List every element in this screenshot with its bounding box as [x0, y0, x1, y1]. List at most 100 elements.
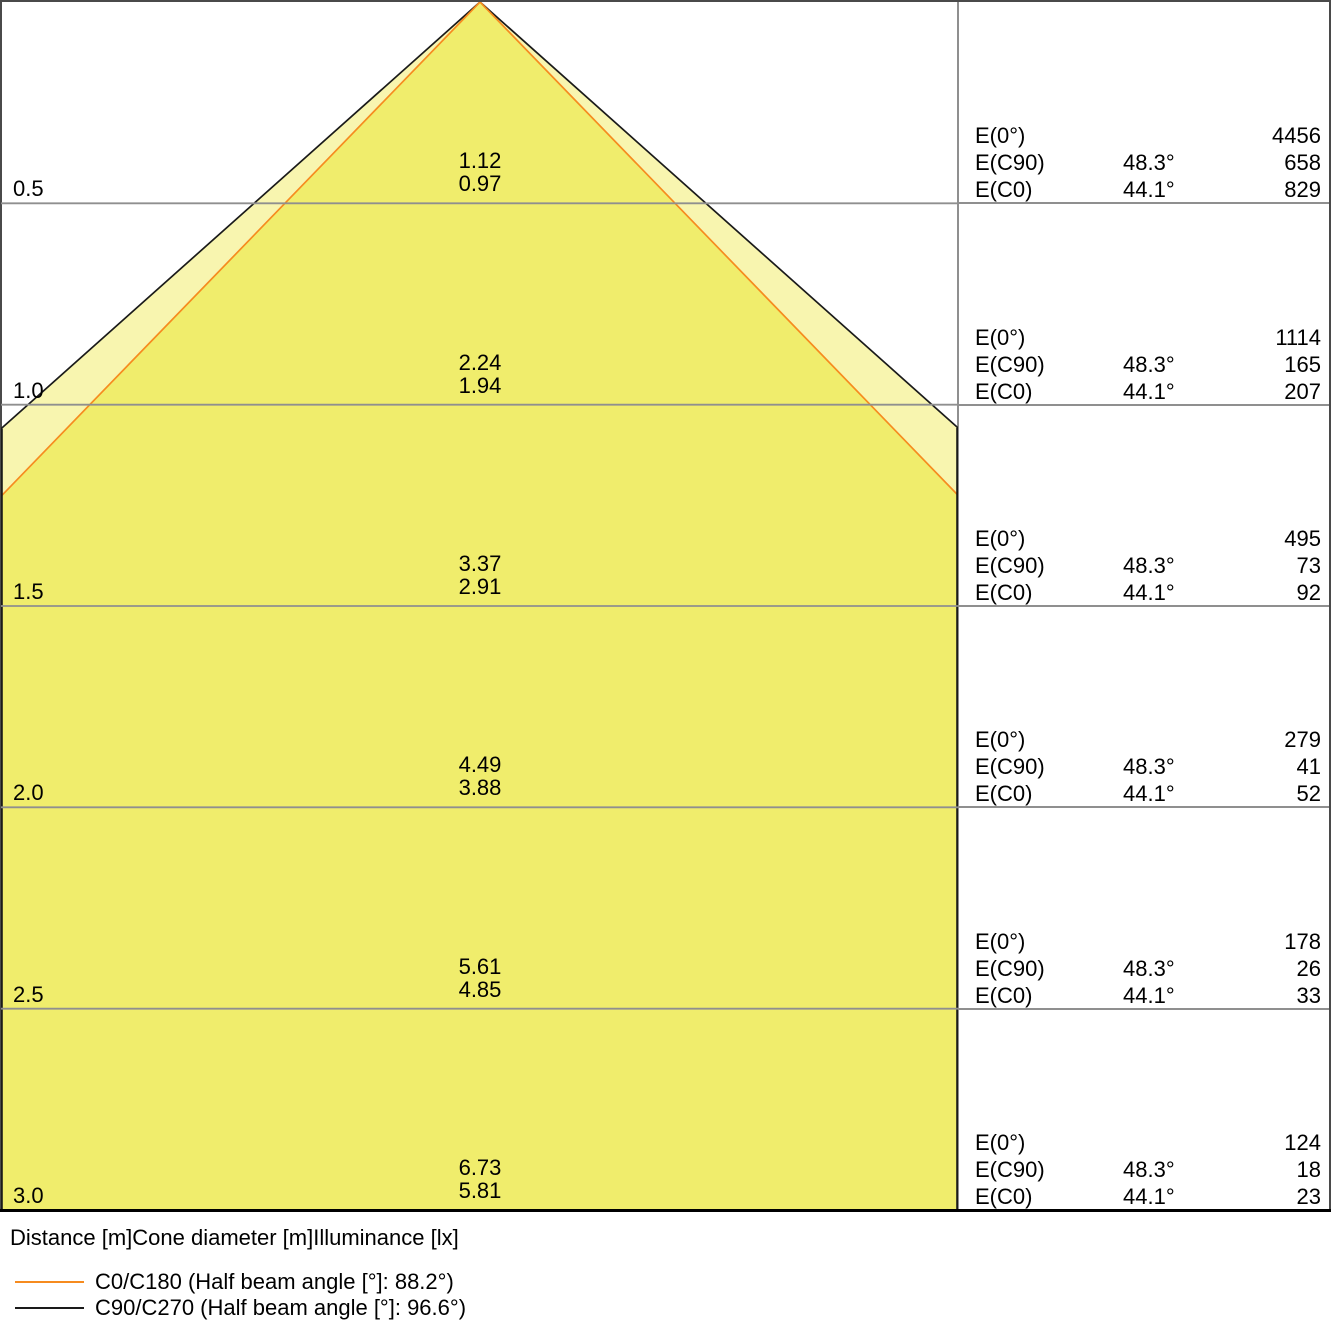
cone-diameter-c90: 3.37: [458, 551, 502, 576]
axis-caption: Distance [m]Cone diameter [m]Illuminance…: [10, 1225, 459, 1250]
illuminance-label: E(0°): [975, 526, 1026, 551]
beam-angle-value: 44.1°: [1123, 1184, 1175, 1209]
illuminance-value: 92: [1296, 580, 1321, 605]
illuminance-value: 178: [1284, 929, 1321, 954]
cone-diameter-c90: 1.12: [458, 148, 502, 173]
beam-angle-value: 44.1°: [1123, 379, 1175, 404]
e0-row: E(0°) 178: [975, 928, 1321, 955]
gridline-right-segment: [958, 202, 1330, 204]
ec90-row: E(C90) 48.3° 26: [975, 955, 1321, 982]
illuminance-label: E(C90): [975, 1157, 1045, 1182]
e0-row: E(0°) 124: [975, 1129, 1321, 1156]
legend-item-c0: C0/C180 (Half beam angle [°]: 88.2°): [15, 1269, 466, 1294]
illuminance-label: E(C0): [975, 781, 1033, 806]
cone-diameter-c90: 4.49: [458, 752, 502, 777]
ec90-row: E(C90) 48.3° 658: [975, 149, 1321, 176]
distance-label: 3.0: [13, 1183, 44, 1208]
ec90-row: E(C90) 48.3° 18: [975, 1156, 1321, 1183]
beam-angle-value: 48.3°: [1123, 553, 1175, 578]
ec0-row: E(C0) 44.1° 52: [975, 780, 1321, 807]
illuminance-label: E(0°): [975, 1130, 1026, 1155]
gridline-right-segment: [958, 1008, 1330, 1010]
illuminance-block: E(0°) 1114 E(C90) 48.3° 165 E(C0) 44.1° 207: [975, 324, 1321, 405]
gridline-right-segment: [958, 605, 1330, 607]
illuminance-block: E(0°) 495 E(C90) 48.3° 73 E(C0) 44.1° 92: [975, 525, 1321, 606]
illuminance-value: 495: [1284, 526, 1321, 551]
frame-right-border: [1329, 0, 1331, 1211]
legend: C0/C180 (Half beam angle [°]: 88.2°) C90/…: [15, 1269, 467, 1322]
cone-diameter-label: 4.49 3.88: [410, 753, 550, 799]
illuminance-label: E(C90): [975, 956, 1045, 981]
illuminance-value: 279: [1284, 727, 1321, 752]
legend-line-swatch: [15, 1307, 84, 1309]
cone-plot: [1, 0, 958, 1210]
legend-item-c90: C90/C270 (Half beam angle [°]: 96.6°): [15, 1295, 467, 1320]
beam-angle-value: 48.3°: [1123, 754, 1175, 779]
illuminance-label: E(C90): [975, 553, 1045, 578]
illuminance-label: E(C0): [975, 580, 1033, 605]
legend-line-swatch: [15, 1281, 84, 1283]
cone-diameter-label: 5.61 4.85: [410, 955, 550, 1001]
illuminance-block: E(0°) 279 E(C90) 48.3° 41 E(C0) 44.1° 52: [975, 726, 1321, 807]
illuminance-value: 829: [1284, 177, 1321, 202]
e0-row: E(0°) 1114: [975, 324, 1321, 351]
ec0-row: E(C0) 44.1° 207: [975, 378, 1321, 405]
illuminance-value: 73: [1296, 553, 1321, 578]
legend-label: C90/C270 (Half beam angle [°]: 96.6°): [95, 1295, 467, 1320]
ec90-row: E(C90) 48.3° 41: [975, 753, 1321, 780]
illuminance-value: 33: [1296, 983, 1321, 1008]
cone-diameter-label: 1.12 0.97: [410, 149, 550, 195]
distance-label: 0.5: [13, 176, 44, 201]
illuminance-label: E(C0): [975, 177, 1033, 202]
illuminance-value: 124: [1284, 1130, 1321, 1155]
illuminance-block: E(0°) 124 E(C90) 48.3° 18 E(C0) 44.1° 23: [975, 1129, 1321, 1210]
ec0-row: E(C0) 44.1° 92: [975, 579, 1321, 606]
beam-angle-value: 44.1°: [1123, 580, 1175, 605]
illuminance-value: 41: [1296, 754, 1321, 779]
illuminance-label: E(C0): [975, 1184, 1033, 1209]
beam-angle-value: 44.1°: [1123, 177, 1175, 202]
ec90-row: E(C90) 48.3° 165: [975, 351, 1321, 378]
illuminance-value: 4456: [1272, 123, 1321, 148]
beam-angle-value: 48.3°: [1123, 352, 1175, 377]
ec0-row: E(C0) 44.1° 23: [975, 1183, 1321, 1210]
illuminance-block: E(0°) 178 E(C90) 48.3° 26 E(C0) 44.1° 33: [975, 928, 1321, 1009]
beam-angle-value: 44.1°: [1123, 983, 1175, 1008]
e0-row: E(0°) 4456: [975, 122, 1321, 149]
frame-bottom-border: [0, 1209, 1331, 1212]
distance-label: 2.0: [13, 780, 44, 805]
ec0-row: E(C0) 44.1° 829: [975, 176, 1321, 203]
illuminance-value: 26: [1296, 956, 1321, 981]
beam-angle-value: 48.3°: [1123, 1157, 1175, 1182]
distance-label: 1.0: [13, 378, 44, 403]
illuminance-value: 18: [1296, 1157, 1321, 1182]
cone-diameter-label: 2.24 1.94: [410, 351, 550, 397]
illuminance-label: E(0°): [975, 727, 1026, 752]
illuminance-value: 52: [1296, 781, 1321, 806]
e0-row: E(0°) 279: [975, 726, 1321, 753]
illuminance-block: E(0°) 4456 E(C90) 48.3° 658 E(C0) 44.1° 829: [975, 122, 1321, 203]
e0-row: E(0°) 495: [975, 525, 1321, 552]
cone-diameter-c0: 3.88: [458, 775, 502, 800]
cone-diameter-label: 6.73 5.81: [410, 1156, 550, 1202]
distance-label: 2.5: [13, 982, 44, 1007]
cone-diameter-c90: 2.24: [458, 350, 502, 375]
cone-diameter-c0: 1.94: [458, 373, 502, 398]
illuminance-label: E(0°): [975, 123, 1026, 148]
gridline-right-segment: [958, 806, 1330, 808]
illuminance-label: E(C0): [975, 379, 1033, 404]
cone-diameter-c90: 6.73: [458, 1155, 502, 1180]
distance-label: 1.5: [13, 579, 44, 604]
illuminance-value: 207: [1284, 379, 1321, 404]
beam-angle-value: 48.3°: [1123, 956, 1175, 981]
ec90-row: E(C90) 48.3° 73: [975, 552, 1321, 579]
illuminance-value: 23: [1296, 1184, 1321, 1209]
cone-diameter-c0: 0.97: [458, 171, 502, 196]
illuminance-label: E(0°): [975, 929, 1026, 954]
beam-angle-value: 44.1°: [1123, 781, 1175, 806]
cone-diameter-c0: 4.85: [458, 977, 502, 1002]
illuminance-label: E(C90): [975, 754, 1045, 779]
panel-divider: [957, 0, 959, 1210]
illuminance-label: E(C90): [975, 352, 1045, 377]
